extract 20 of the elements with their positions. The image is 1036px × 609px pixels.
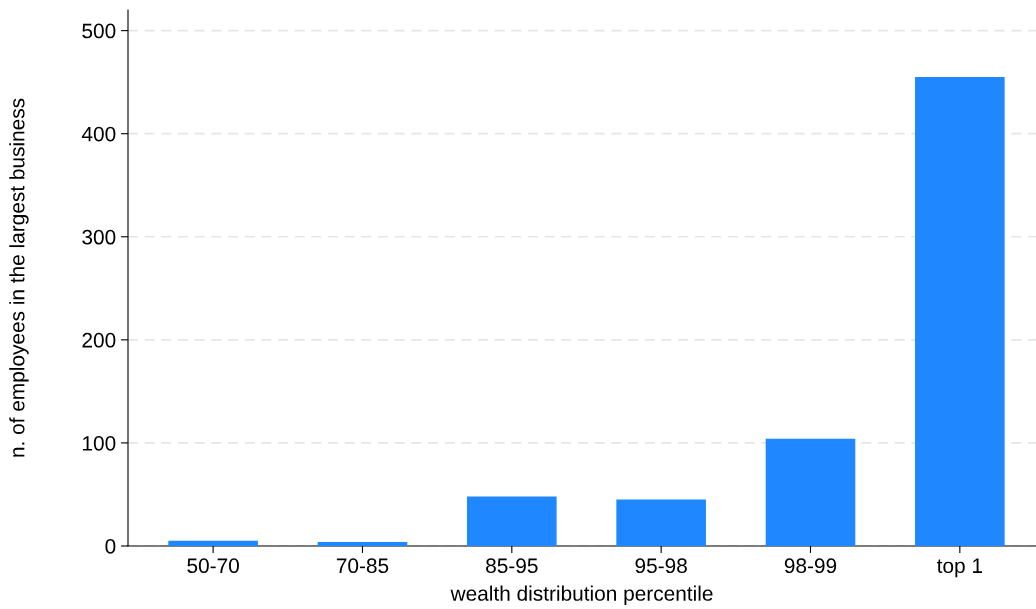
- x-tick-label: 98-99: [784, 558, 837, 574]
- y-tick-label: 300: [82, 229, 116, 245]
- x-tick-label: 70-85: [336, 558, 389, 574]
- bar: [317, 541, 408, 546]
- x-tick-label: 50-70: [187, 558, 239, 574]
- bar: [915, 77, 1005, 546]
- y-tick-label: 500: [82, 23, 116, 39]
- y-tick-label: 400: [81, 126, 116, 142]
- bar: [168, 540, 258, 546]
- y-axis-title: n. of employees in the largest business: [9, 98, 29, 457]
- x-tick-label: 85-95: [486, 558, 538, 574]
- x-tick-label: 95-98: [635, 558, 687, 574]
- x-axis-title: wealth distribution percentile: [450, 585, 713, 605]
- bar: [765, 438, 856, 546]
- x-tick-label: top 1: [936, 558, 982, 578]
- y-tick-label: 0: [105, 539, 116, 554]
- y-tick-label: 100: [83, 435, 116, 451]
- y-tick-label: 200: [82, 332, 116, 348]
- bar: [467, 496, 557, 546]
- bar: [616, 499, 706, 546]
